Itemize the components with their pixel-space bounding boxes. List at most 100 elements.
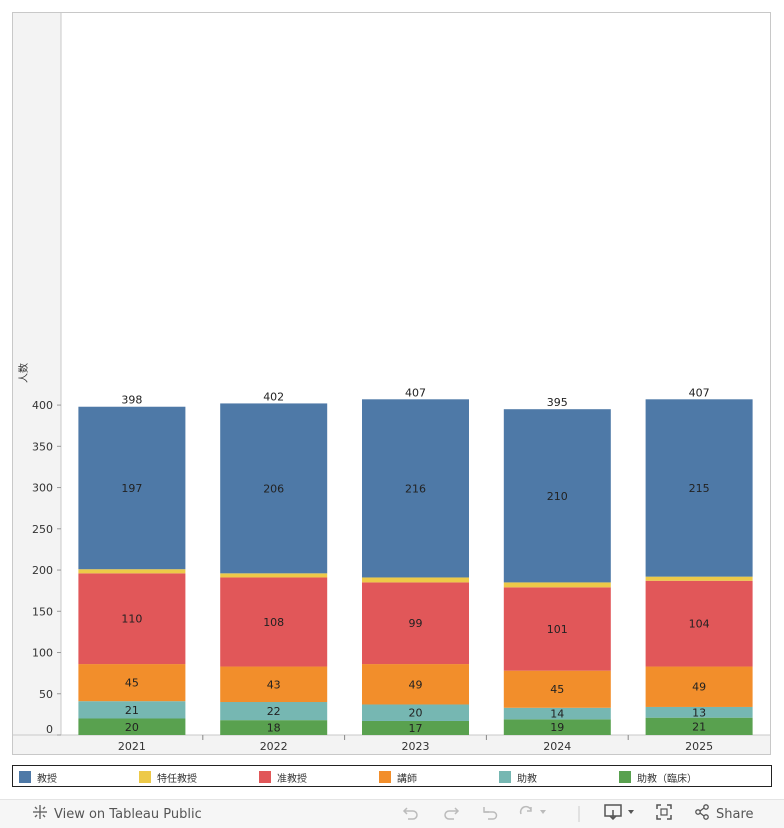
toolbar-divider (578, 800, 580, 828)
bar-segment (503, 409, 611, 583)
legend-swatch (379, 771, 391, 783)
y-tick-label: 0 (46, 723, 53, 736)
bar-value-label: 108 (263, 616, 284, 629)
y-axis-panel (13, 13, 61, 735)
share-button[interactable]: Share (694, 800, 754, 828)
bar-value-label: 45 (550, 683, 564, 696)
view-on-tableau-public-link[interactable]: View on Tableau Public (32, 800, 202, 828)
legend-label: 講師 (397, 773, 417, 785)
bar-total-label: 407 (405, 386, 426, 399)
y-tick-label: 300 (32, 482, 53, 495)
bar-value-label: 101 (547, 623, 568, 636)
x-tick-label: 2024 (543, 740, 571, 753)
bar-segment (78, 701, 186, 719)
bar-segment (503, 707, 611, 720)
viz-frame: 0 50 100 150 200 250 300 350 400 人数 20 21 45 110 197 39… (12, 12, 771, 755)
bar-segment (362, 577, 469, 583)
redo-button[interactable] (442, 800, 460, 828)
bar-value-label: 216 (405, 482, 426, 495)
bar-segment (645, 580, 753, 667)
bar-value-label: 18 (267, 722, 281, 735)
bar-segment (645, 399, 753, 577)
bar-segment (503, 719, 611, 735)
x-tick-label: 2025 (685, 740, 713, 753)
bar-value-label: 49 (692, 681, 706, 694)
legend-item[interactable]: 准教授 (259, 769, 307, 785)
share-icon (694, 804, 710, 824)
legend-label: 助教 (517, 773, 537, 785)
bar-segment (645, 706, 753, 718)
download-icon (604, 804, 636, 824)
bar-value-label: 19 (550, 721, 564, 734)
bar-value-label: 110 (121, 613, 142, 626)
refresh-icon (518, 804, 548, 824)
bar-value-label: 21 (125, 704, 139, 717)
bar-segment (220, 702, 328, 721)
legend-swatch (139, 771, 151, 783)
legend: 教授 特任教授 准教授 講師 助教 助教（臨床） (12, 765, 772, 787)
legend-item[interactable]: 助教 (499, 769, 537, 785)
bar-segment (362, 399, 469, 578)
download-button[interactable] (604, 800, 636, 828)
bar-segment (503, 582, 611, 588)
fullscreen-icon (656, 804, 672, 824)
bar-segment (78, 664, 186, 702)
view-on-tableau-public-label: View on Tableau Public (54, 806, 202, 822)
bar-value-label: 206 (263, 482, 284, 495)
bar-segment (220, 720, 328, 735)
y-axis-title: 人数 (17, 363, 30, 383)
stacked-bar-chart: 050100150200250300350400人数20214511019739… (13, 13, 770, 754)
refresh-button[interactable] (518, 800, 548, 828)
x-tick-label: 2021 (118, 740, 146, 753)
bar-segment (503, 670, 611, 708)
bar-total-label: 407 (689, 386, 710, 399)
y-tick-label: 250 (32, 523, 53, 536)
bar-segment (503, 587, 611, 671)
x-tick-label: 2023 (402, 740, 430, 753)
bar-segment (78, 569, 186, 574)
bar-value-label: 104 (689, 618, 710, 631)
legend-label: 准教授 (277, 773, 307, 785)
legend-item[interactable]: 助教（臨床） (619, 769, 697, 785)
bar-value-label: 14 (550, 708, 564, 721)
bar-value-label: 20 (125, 721, 139, 734)
bar-value-label: 13 (692, 706, 706, 719)
bar-segment (645, 666, 753, 707)
bar-value-label: 99 (409, 617, 423, 630)
legend-item[interactable]: 講師 (379, 769, 417, 785)
legend-swatch (619, 771, 631, 783)
y-tick-label: 50 (39, 688, 53, 701)
legend-item[interactable]: 特任教授 (139, 769, 197, 785)
legend-swatch (499, 771, 511, 783)
bar-segment (362, 582, 469, 665)
bar-value-label: 43 (267, 678, 281, 691)
share-label: Share (716, 806, 754, 822)
revert-icon (482, 804, 500, 824)
x-axis-panel (13, 735, 770, 754)
y-tick-label: 150 (32, 605, 53, 618)
undo-icon (402, 804, 420, 824)
toolbar: View on Tableau Public S (0, 799, 784, 828)
y-tick-label: 100 (32, 647, 53, 660)
legend-item[interactable]: 教授 (19, 769, 57, 785)
bar-segment (362, 704, 469, 721)
bar-segment (78, 406, 186, 570)
fullscreen-button[interactable] (656, 800, 672, 828)
legend-swatch (19, 771, 31, 783)
bar-value-label: 45 (125, 677, 139, 690)
undo-button[interactable] (402, 800, 420, 828)
bar-segment (362, 720, 469, 735)
bar-value-label: 20 (409, 707, 423, 720)
revert-button[interactable] (482, 800, 500, 828)
tableau-logo-icon (32, 804, 48, 824)
redo-icon (442, 804, 460, 824)
bar-total-label: 402 (263, 390, 284, 403)
bar-value-label: 215 (689, 482, 710, 495)
y-tick-label: 350 (32, 440, 53, 453)
bar-segment (220, 403, 328, 574)
legend-swatch (259, 771, 271, 783)
legend-label: 教授 (37, 773, 57, 785)
y-tick-label: 400 (32, 399, 53, 412)
legend-label: 特任教授 (157, 773, 197, 785)
x-tick-label: 2022 (260, 740, 288, 753)
